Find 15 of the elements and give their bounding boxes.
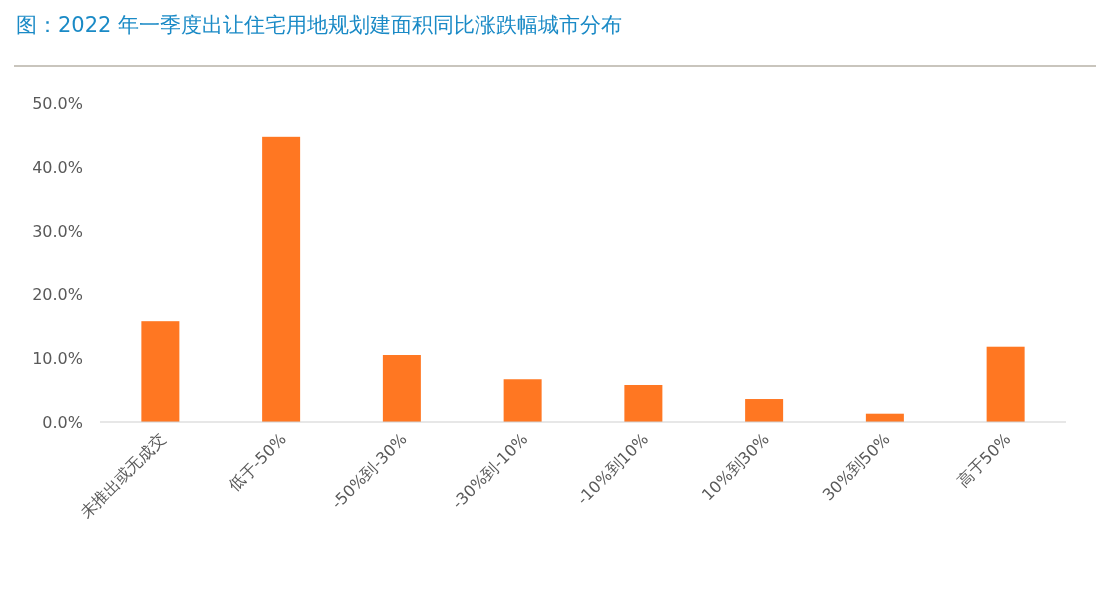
y-tick-label: 50.0%	[32, 94, 83, 113]
y-tick-label: 40.0%	[32, 157, 83, 177]
y-tick-label: 0.0%	[42, 413, 83, 432]
bar	[624, 385, 663, 422]
bar	[503, 379, 542, 422]
bar	[382, 355, 421, 422]
x-tick-label: 未推出或无成交	[76, 429, 170, 523]
y-tick-label: 30.0%	[32, 221, 83, 241]
bar	[141, 321, 180, 422]
bar	[986, 346, 1025, 422]
chart-title: 图：2022 年一季度出让住宅用地规划建面积同比涨跌幅城市分布	[16, 13, 623, 37]
y-tick-label: 20.0%	[32, 285, 83, 305]
bar	[745, 399, 784, 422]
y-tick-label: 10.0%	[32, 349, 83, 369]
bar	[262, 136, 301, 422]
